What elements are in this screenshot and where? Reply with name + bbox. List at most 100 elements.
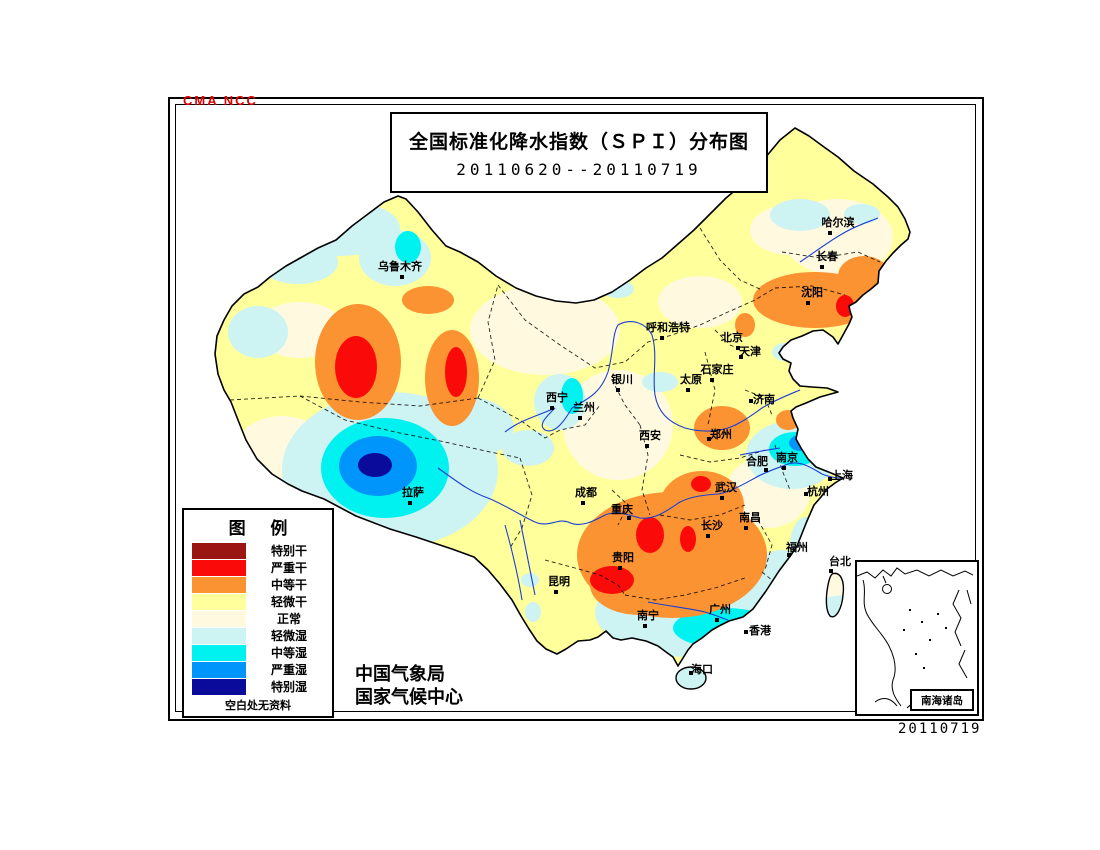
legend-row: 特别干: [184, 542, 332, 559]
legend-row: 中等湿: [184, 644, 332, 661]
city-label: 台北: [829, 554, 851, 568]
city-label: 长春: [816, 249, 839, 263]
city-label: 合肥: [746, 454, 768, 468]
city-label: 福州: [785, 540, 808, 554]
legend-row: 轻微湿: [184, 627, 332, 644]
legend-swatch: [192, 593, 246, 610]
city-label: 沈阳: [801, 285, 823, 299]
city-label: 北京: [721, 330, 743, 344]
legend-swatch: [192, 559, 246, 576]
city-label: 昆明: [548, 575, 570, 588]
legend-items: 特别干 严重干 中等干轻微干正常轻微湿中等湿严重湿特别湿: [184, 542, 332, 695]
city-label: 长沙: [701, 518, 723, 532]
legend-row: 正常: [184, 610, 332, 627]
city-label: 上海: [831, 468, 853, 482]
city-label: 乌鲁木齐: [378, 259, 423, 273]
hainan-island: [675, 666, 707, 690]
cma-ncc-watermark: CMA NCC: [183, 93, 258, 108]
city-label: 天津: [739, 344, 761, 358]
city-marker: [804, 492, 808, 496]
city-label: 石家庄: [700, 362, 734, 376]
city-marker: [660, 336, 664, 340]
legend-swatch: [192, 627, 246, 644]
city-marker: [744, 526, 748, 530]
legend-label: 严重湿: [270, 663, 307, 677]
inset-map: [856, 567, 974, 709]
city-marker: [787, 553, 791, 557]
map-title: 全国标准化降水指数（ＳＰＩ）分布图: [408, 131, 749, 153]
organization-block: 中国气象局 国家气候中心: [355, 663, 463, 709]
city-marker: [706, 534, 710, 538]
city-label: 广州: [709, 602, 731, 616]
map-period: 20110620--20110719: [456, 159, 702, 179]
city-marker: [782, 466, 786, 470]
city-label: 南京: [776, 450, 798, 464]
city-marker: [616, 388, 620, 392]
legend-label: 正常: [276, 612, 301, 626]
city-marker: [689, 671, 693, 675]
city-label: 重庆: [611, 502, 633, 516]
issue-date: 20110719: [898, 721, 982, 737]
city-marker: [707, 437, 711, 441]
city-marker: [710, 378, 714, 382]
legend-row: 严重干: [184, 559, 332, 576]
city-label: 南宁: [637, 608, 659, 622]
city-label: 郑州: [710, 427, 732, 441]
city-marker: [643, 624, 647, 628]
inset-label: 南海诸岛: [910, 689, 974, 711]
city-marker: [581, 501, 585, 505]
city-label: 贵阳: [612, 550, 634, 564]
city-marker: [578, 416, 582, 420]
legend-swatch: [192, 542, 246, 559]
city-marker: [715, 618, 719, 622]
city-label: 兰州: [573, 400, 595, 414]
legend-swatch: [192, 610, 246, 627]
province-boundaries: [229, 227, 881, 601]
legend-row: 特别湿: [184, 678, 332, 695]
city-label: 呼和浩特: [646, 320, 690, 334]
city-label: 杭州: [807, 484, 829, 498]
city-label: 济南: [753, 392, 775, 406]
city-marker: [828, 477, 832, 481]
rivers: [437, 217, 879, 621]
title-box: 全国标准化降水指数（ＳＰＩ）分布图 20110620--20110719: [390, 112, 768, 193]
city-marker: [829, 569, 833, 573]
legend-label: 轻微湿: [270, 629, 307, 643]
legend-label: 特别湿: [270, 680, 307, 694]
city-marker: [400, 275, 404, 279]
city-label: 海口: [691, 662, 713, 676]
legend-footnote: 空白处无资料: [225, 700, 291, 712]
city-label: 西宁: [546, 390, 568, 404]
city-marker: [764, 468, 768, 472]
city-marker: [744, 630, 748, 634]
org-line-1: 中国气象局: [355, 664, 445, 684]
legend-swatch: [192, 678, 246, 695]
city-marker: [828, 231, 832, 235]
city-marker: [550, 406, 554, 410]
city-label: 西安: [639, 428, 661, 442]
legend-label: 特别干: [270, 544, 307, 558]
city-marker: [736, 346, 740, 350]
taiwan-island: [825, 572, 845, 618]
city-label: 银川: [611, 372, 633, 386]
legend-box: 图 例 特别干 严重干 中等干轻微干正常轻微湿中等湿严重湿特别湿 空白处无资料: [182, 508, 334, 718]
inset-islands: [903, 609, 947, 669]
city-label: 太原: [679, 372, 702, 386]
city-marker: [720, 496, 724, 500]
legend-title: 图 例: [228, 519, 298, 538]
legend-row: 轻微干: [184, 593, 332, 610]
city-marker: [820, 265, 824, 269]
city-label: 香港: [748, 623, 772, 637]
city-marker: [645, 444, 649, 448]
legend-swatch: [192, 644, 246, 661]
city-marker: [618, 566, 622, 570]
city-label: 南昌: [739, 510, 761, 524]
legend-row: 中等干: [184, 576, 332, 593]
city-label: 拉萨: [402, 485, 424, 499]
china-outline: [214, 127, 911, 667]
legend-label: 中等湿: [270, 646, 307, 660]
city-marker: [806, 301, 810, 305]
legend-row: 严重湿: [184, 661, 332, 678]
legend-label: 轻微干: [270, 595, 307, 609]
